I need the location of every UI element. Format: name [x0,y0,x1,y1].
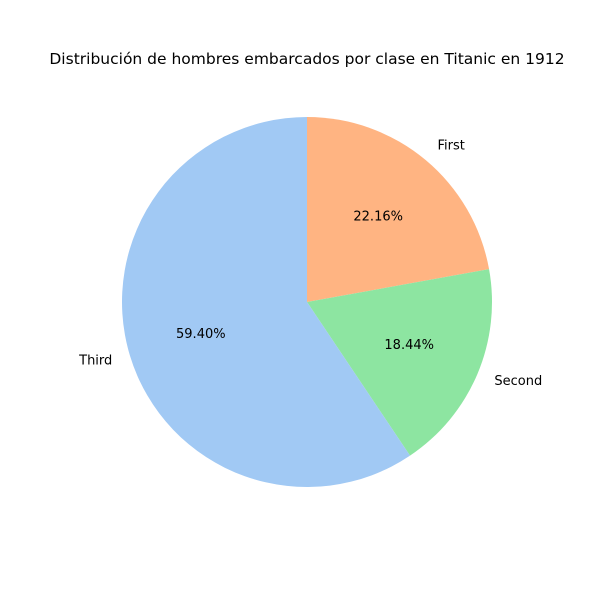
pie-slice-first [307,117,490,302]
pie-labels: First 22.16% Second 18.44% Third 59.40% [78,138,542,389]
pie-slice-second [307,269,493,456]
slice-label-second: Second [494,374,542,389]
pie-slice-third [122,117,411,487]
pct-label-second: 18.44% [384,338,434,353]
pie-slices [122,117,493,487]
pct-label-first: 22.16% [353,209,403,224]
slice-label-first: First [438,138,465,153]
pct-label-third: 59.40% [176,327,226,342]
slice-label-third: Third [78,354,112,369]
chart-title: Distribución de hombres embarcados por c… [49,50,564,68]
